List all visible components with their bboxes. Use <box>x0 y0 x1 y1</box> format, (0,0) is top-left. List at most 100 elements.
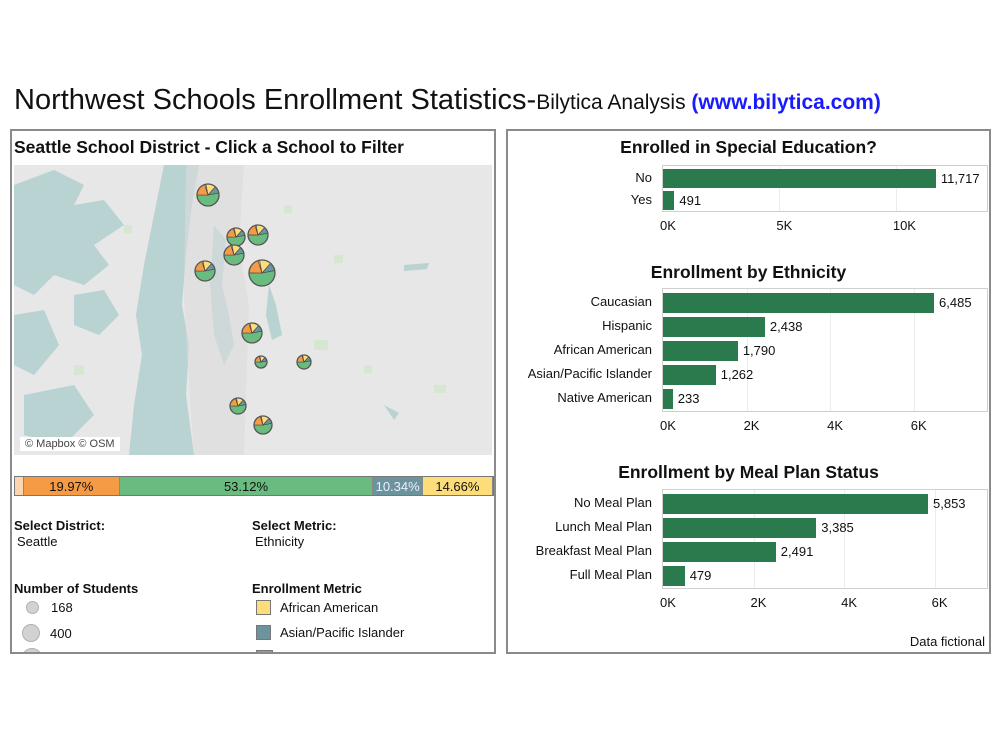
special-education-chart: Enrolled in Special Education? 11,717 491 0… <box>508 131 989 251</box>
dashboard-title: Northwest Schools Enrollment Statistics-… <box>14 84 881 117</box>
category-label[interactable]: Full Meal Plan <box>569 567 652 582</box>
select-district-dropdown[interactable]: Seattle <box>17 534 58 549</box>
ethnicity-chart: Enrollment by Ethnicity 6,485 2,438 1,790 1,… <box>508 257 989 447</box>
size-legend-item: 400 <box>22 624 72 642</box>
category-label[interactable]: Asian/Pacific Islander <box>527 366 652 381</box>
school-pie-marker[interactable] <box>223 244 245 266</box>
chart-title: Enrollment by Ethnicity <box>650 262 847 282</box>
size-circle-icon <box>26 601 39 614</box>
school-pie-marker[interactable] <box>253 415 273 435</box>
color-legend-item[interactable]: Asian/Pacific Islander <box>256 625 404 640</box>
school-pie-marker[interactable] <box>229 397 247 415</box>
axis-tick-label: 10K <box>892 218 916 233</box>
axis-tick-label: 6K <box>910 418 927 433</box>
school-pie-marker[interactable] <box>254 355 268 369</box>
gridline <box>753 490 755 588</box>
gridline <box>895 166 897 211</box>
school-map[interactable]: © Mapbox © OSM <box>14 165 492 455</box>
bar[interactable] <box>663 317 765 337</box>
school-pie-marker[interactable] <box>241 322 263 344</box>
axis-tick-label: 2K <box>750 595 767 610</box>
select-district-label: Select District: <box>14 518 106 533</box>
title-sub: Bilytica Analysis <box>536 91 692 114</box>
gridline <box>746 289 748 411</box>
school-pie-marker[interactable] <box>196 183 220 207</box>
bar[interactable] <box>663 566 685 586</box>
axis-tick-label: 0K <box>660 218 676 233</box>
gridline <box>913 289 915 411</box>
plot-area: 11,717 491 <box>662 165 988 212</box>
axis-tick-label: 5K <box>776 218 793 233</box>
legend-swatch-icon <box>256 625 271 640</box>
bar[interactable] <box>663 518 817 538</box>
bar-value-label: 1,262 <box>720 367 754 382</box>
legend-swatch-icon <box>256 650 273 652</box>
bar-value-label: 2,491 <box>780 544 814 559</box>
gridline <box>844 490 846 588</box>
bar-value-label: 2,438 <box>769 319 803 334</box>
bar-value-label: 233 <box>677 391 700 406</box>
bar-value-label: 479 <box>689 568 712 583</box>
select-metric-label: Select Metric: <box>252 518 337 533</box>
bar-value-label: 3,385 <box>821 520 854 535</box>
color-legend-title: Enrollment Metric <box>252 581 362 596</box>
category-label[interactable]: No Meal Plan <box>573 495 652 510</box>
axis-tick-label: 6K <box>931 595 948 610</box>
bar[interactable] <box>663 293 935 313</box>
stacked-bar-segment[interactable] <box>15 477 25 495</box>
map-panel-title: Seattle School District - Click a School… <box>14 137 404 157</box>
category-label[interactable]: African American <box>553 342 652 357</box>
stacked-bar-segment[interactable]: 19.97% <box>24 477 120 495</box>
bar[interactable] <box>663 365 716 385</box>
category-label[interactable]: Native American <box>557 390 652 405</box>
school-pie-markers[interactable] <box>14 165 492 455</box>
bar[interactable] <box>663 542 776 562</box>
bar-value-label: 11,717 <box>940 171 980 186</box>
bar[interactable] <box>663 341 738 361</box>
school-pie-marker[interactable] <box>226 227 246 247</box>
stacked-bar-segment[interactable]: 53.12% <box>119 477 374 495</box>
axis-tick-label: 4K <box>841 595 858 610</box>
school-pie-marker[interactable] <box>296 354 312 370</box>
gridline <box>934 490 936 588</box>
title-main: Northwest Schools Enrollment Statistics- <box>14 84 537 116</box>
school-pie-marker[interactable] <box>247 224 269 246</box>
bar[interactable] <box>663 169 936 188</box>
school-pie-marker[interactable] <box>194 260 216 282</box>
charts-panel: Enrolled in Special Education? 11,717 491 0… <box>506 129 991 654</box>
select-metric-dropdown[interactable]: Ethnicity <box>255 534 305 549</box>
legend-swatch-icon <box>256 600 271 615</box>
bar[interactable] <box>663 494 928 514</box>
size-legend-title: Number of Students <box>14 581 139 596</box>
category-label[interactable]: Yes <box>630 192 652 207</box>
category-label[interactable]: Hispanic <box>602 318 652 333</box>
size-circle-icon <box>22 648 42 652</box>
meal-plan-chart: Enrollment by Meal Plan Status 5,853 3,385… <box>508 457 989 637</box>
category-label[interactable]: No <box>635 170 652 185</box>
color-legend-item[interactable]: African American <box>256 600 378 615</box>
stacked-bar-segment[interactable]: 10.34% <box>373 477 423 495</box>
gridline <box>830 289 832 411</box>
bar[interactable] <box>663 191 675 210</box>
map-attribution[interactable]: © Mapbox © OSM <box>20 437 120 451</box>
bar-value-label: 6,485 <box>939 295 972 310</box>
axis-tick-label: 0K <box>660 418 676 433</box>
axis-tick-label: 4K <box>827 418 844 433</box>
chart-title: Enrolled in Special Education? <box>620 137 877 157</box>
bar-value-label: 1,790 <box>742 343 776 358</box>
gridline <box>779 166 781 211</box>
category-label[interactable]: Breakfast Meal Plan <box>535 543 652 558</box>
chart-title: Enrollment by Meal Plan Status <box>618 462 879 482</box>
stacked-bar-segment[interactable]: 14.66% <box>422 477 493 495</box>
category-label[interactable]: Caucasian <box>590 294 652 309</box>
ethnicity-stacked-bar[interactable]: 19.97% 53.12% 10.34% 14.66% <box>14 476 494 496</box>
bilytica-link[interactable]: (www.bilytica.com) <box>691 91 881 114</box>
bar[interactable] <box>663 389 673 409</box>
school-pie-marker[interactable] <box>248 259 276 287</box>
category-label[interactable]: Lunch Meal Plan <box>555 519 652 534</box>
bar-value-label: 5,853 <box>933 496 966 511</box>
plot-area: 5,853 3,385 2,491 479 <box>662 489 988 589</box>
plot-area: 6,485 2,438 1,790 1,262 233 <box>662 288 988 412</box>
axis-tick-label: 2K <box>743 418 760 433</box>
map-panel: Seattle School District - Click a School… <box>10 129 496 654</box>
